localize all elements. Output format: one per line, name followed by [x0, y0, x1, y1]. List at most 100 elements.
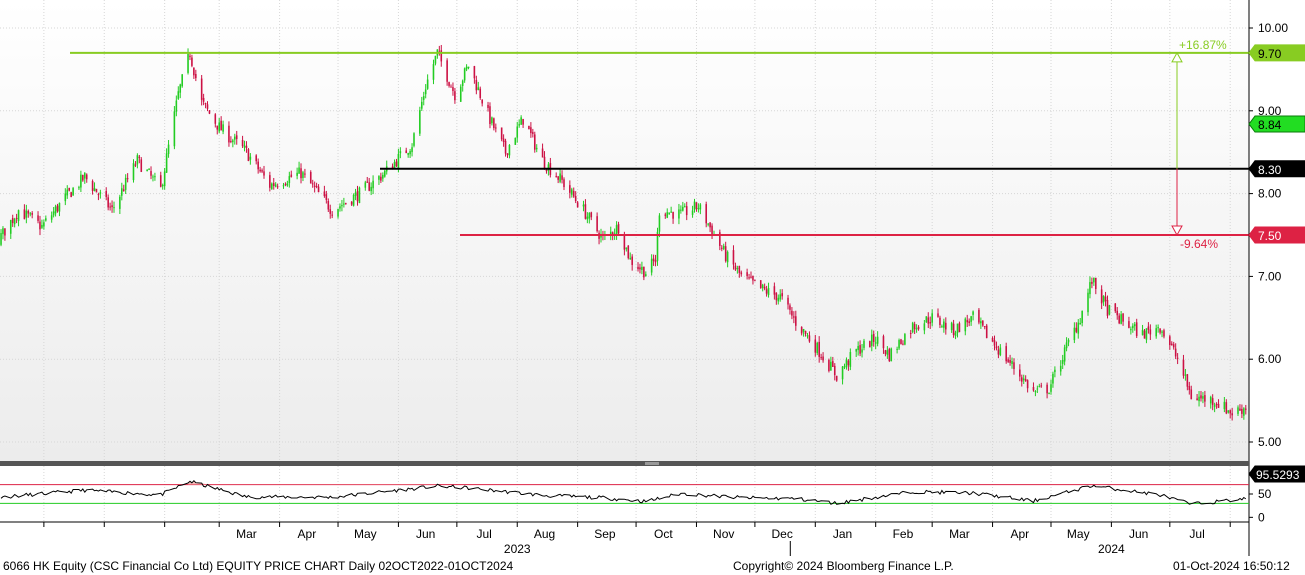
panel-divider[interactable]: [0, 461, 1249, 466]
candle-down-body: [752, 275, 754, 281]
candle-down-body: [719, 232, 721, 246]
candle-down-body: [481, 99, 483, 104]
candle-down-body: [584, 204, 587, 219]
annotation-label: +16.87%: [1179, 38, 1227, 52]
candle-down-body: [1163, 330, 1165, 337]
candle-up-body: [857, 346, 859, 351]
x-month-label: Jun: [1129, 527, 1148, 541]
candle-up-body: [113, 207, 115, 209]
candle-down-body: [1196, 398, 1198, 401]
candle-up-body: [830, 361, 832, 371]
candle-down-body: [191, 57, 193, 66]
candle-up-body: [1145, 328, 1148, 340]
x-month-label: Feb: [893, 527, 914, 541]
candle-up-body: [816, 342, 819, 354]
candle-up-body: [41, 224, 43, 228]
candle-up-body: [477, 87, 480, 90]
candle-down-body: [23, 209, 26, 220]
candle-up-body: [232, 140, 234, 143]
timestamp: 01-Oct-2024 16:50:12: [1173, 559, 1290, 573]
candle-down-body: [1174, 348, 1177, 357]
candle-up-body: [173, 111, 176, 147]
x-month-label: Apr: [1010, 527, 1029, 541]
candle-down-body: [220, 120, 222, 131]
candle-up-body: [233, 136, 236, 140]
candle-up-body: [372, 180, 374, 189]
candle-up-body: [1079, 322, 1082, 325]
candle-down-body: [111, 205, 113, 208]
candle-down-body: [356, 191, 359, 202]
candle-down-body: [748, 277, 750, 279]
candle-up-body: [691, 210, 694, 215]
y-tick-label: 10.00: [1258, 21, 1288, 35]
x-month-label: Mar: [949, 527, 970, 541]
candle-up-body: [767, 287, 770, 295]
x-axis: Mar Apr May Jun Jul Aug Sep Oct Nov Dec Jan Feb Mar A…: [0, 521, 1249, 556]
candle-up-body: [1213, 404, 1216, 407]
candle-up-body: [461, 80, 464, 86]
candle-down-body: [304, 173, 306, 175]
candle-up-body: [956, 323, 959, 333]
mid-level-tag: 8.30: [1248, 160, 1305, 178]
candle-down-body: [502, 138, 505, 142]
candle-up-body: [218, 122, 220, 132]
candle-down-body: [643, 266, 645, 278]
candle-down-body: [91, 181, 94, 191]
candle-up-body: [424, 89, 427, 95]
candle-down-body: [504, 140, 507, 154]
candle-up-body: [393, 161, 396, 169]
candle-up-body: [459, 86, 462, 102]
candle-down-body: [37, 215, 39, 221]
candle-down-body: [818, 341, 820, 357]
candle-up-body: [78, 187, 80, 189]
candle-down-body: [1104, 296, 1107, 302]
candle-up-body: [343, 203, 345, 205]
panel-divider-handle[interactable]: [645, 462, 659, 465]
candle-up-body: [870, 334, 873, 346]
candle-up-body: [413, 133, 415, 146]
lower-level-tag: 7.50: [1248, 226, 1305, 244]
x-month-label: Sep: [594, 527, 616, 541]
candle-up-body: [175, 100, 178, 112]
candle-up-body: [399, 151, 402, 154]
candle-down-body: [738, 266, 741, 273]
candle-down-body: [493, 118, 495, 129]
rsi-panel: 50 0 95.5293: [0, 465, 1305, 524]
candle-down-body: [555, 176, 558, 178]
candle-down-body: [230, 140, 232, 142]
candle-up-body: [861, 349, 863, 353]
candle-up-body: [249, 156, 252, 160]
candle-up-body: [806, 335, 809, 337]
candle-up-body: [93, 188, 96, 191]
candle-up-body: [625, 247, 628, 250]
candle-up-body: [570, 189, 573, 195]
candle-down-body: [1118, 315, 1120, 324]
candle-up-body: [407, 153, 409, 155]
candle-down-body: [329, 209, 332, 214]
candle-up-body: [1059, 365, 1062, 372]
candle-up-body: [845, 359, 848, 368]
candle-up-body: [678, 209, 680, 219]
candle-down-body: [315, 186, 318, 188]
candle-down-body: [195, 74, 197, 79]
candle-down-body: [927, 317, 930, 324]
candle-down-body: [1231, 413, 1233, 416]
candle-down-body: [261, 170, 263, 172]
candle-up-body: [680, 209, 682, 211]
candle-down-body: [1159, 328, 1161, 333]
candle-down-body: [309, 172, 312, 184]
candle-down-body: [859, 345, 861, 354]
candle-down-body: [1204, 395, 1206, 402]
candle-down-body: [138, 156, 141, 158]
candle-up-body: [1161, 331, 1163, 333]
candle-up-body: [154, 176, 156, 178]
rsi-last-value-box: [1248, 465, 1305, 483]
copyright-notice: Copyright© 2024 Bloomberg Finance L.P.: [733, 559, 954, 573]
candle-down-body: [1024, 379, 1027, 381]
candle-down-body: [968, 321, 970, 324]
candle-up-body: [508, 144, 511, 156]
candle-down-body: [440, 50, 443, 62]
candle-up-body: [17, 210, 20, 221]
candle-down-body: [884, 350, 887, 355]
candle-down-body: [734, 265, 737, 270]
